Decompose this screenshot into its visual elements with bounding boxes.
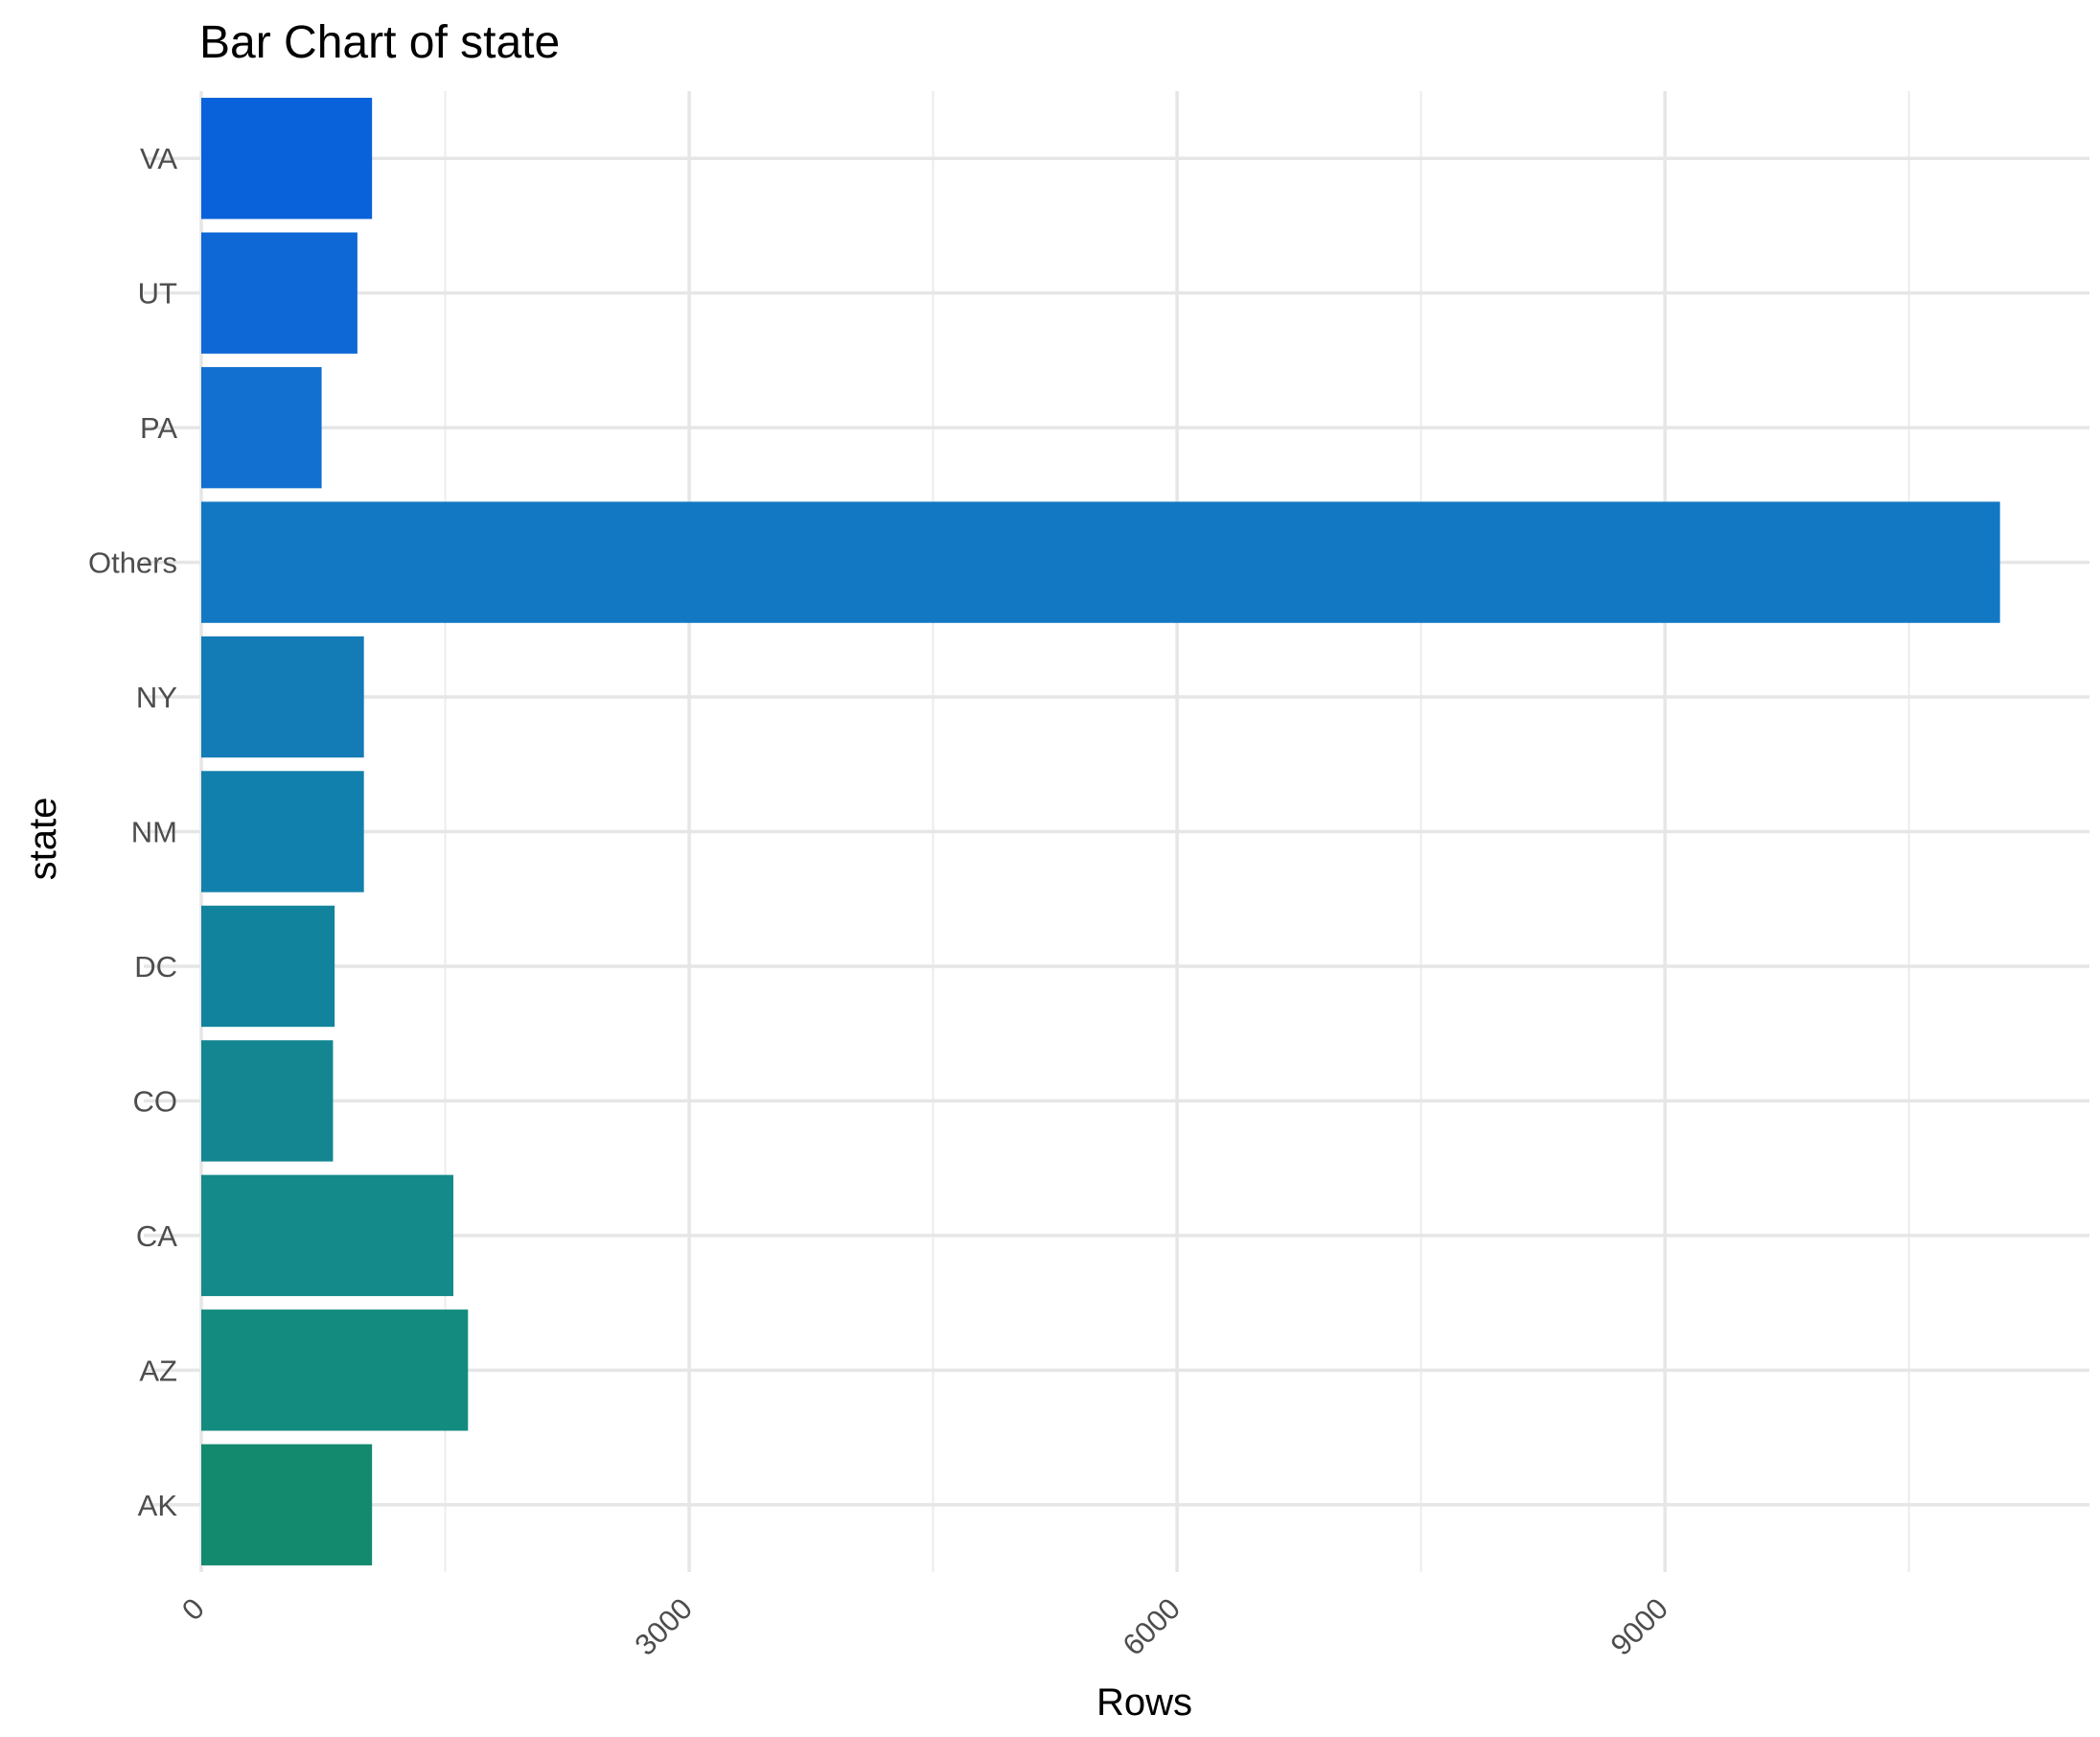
bar-nm — [201, 771, 364, 892]
y-tick-labels: AK AZ CA CO DC NM NY Others PA UT VA — [88, 142, 177, 1522]
y-tick-label: Others — [88, 546, 177, 580]
x-tick-label: 0 — [175, 1591, 211, 1627]
y-tick-label: NM — [131, 816, 177, 849]
y-tick-label: VA — [140, 142, 177, 175]
y-tick-label: PA — [140, 411, 177, 445]
y-tick-label: AZ — [139, 1354, 177, 1387]
bar-ut — [201, 232, 358, 354]
bars — [201, 98, 2000, 1565]
bar-ny — [201, 636, 364, 758]
bar-others — [201, 501, 2000, 623]
y-axis-title: state — [22, 798, 64, 881]
y-tick-label: AK — [138, 1489, 178, 1522]
y-tick-label: CA — [136, 1219, 177, 1253]
bar-va — [201, 98, 373, 220]
bar-ak — [201, 1444, 373, 1565]
x-tick-label: 9000 — [1604, 1591, 1675, 1662]
bar-pa — [201, 366, 322, 489]
x-tick-labels: 0 3000 6000 9000 — [175, 1591, 1674, 1662]
bar-az — [201, 1309, 469, 1431]
x-tick-label: 3000 — [628, 1591, 699, 1662]
bar-ca — [201, 1174, 454, 1297]
bar-dc — [201, 905, 335, 1028]
y-tick-label: UT — [138, 277, 177, 311]
x-axis-title: Rows — [1096, 1681, 1192, 1724]
grid — [144, 91, 2089, 1572]
y-tick-label: NY — [136, 681, 177, 714]
x-tick-label: 6000 — [1117, 1591, 1188, 1662]
y-tick-label: DC — [134, 950, 177, 984]
y-tick-label: CO — [133, 1084, 178, 1118]
chart-title: Bar Chart of state — [199, 17, 560, 68]
bar-co — [201, 1040, 334, 1162]
